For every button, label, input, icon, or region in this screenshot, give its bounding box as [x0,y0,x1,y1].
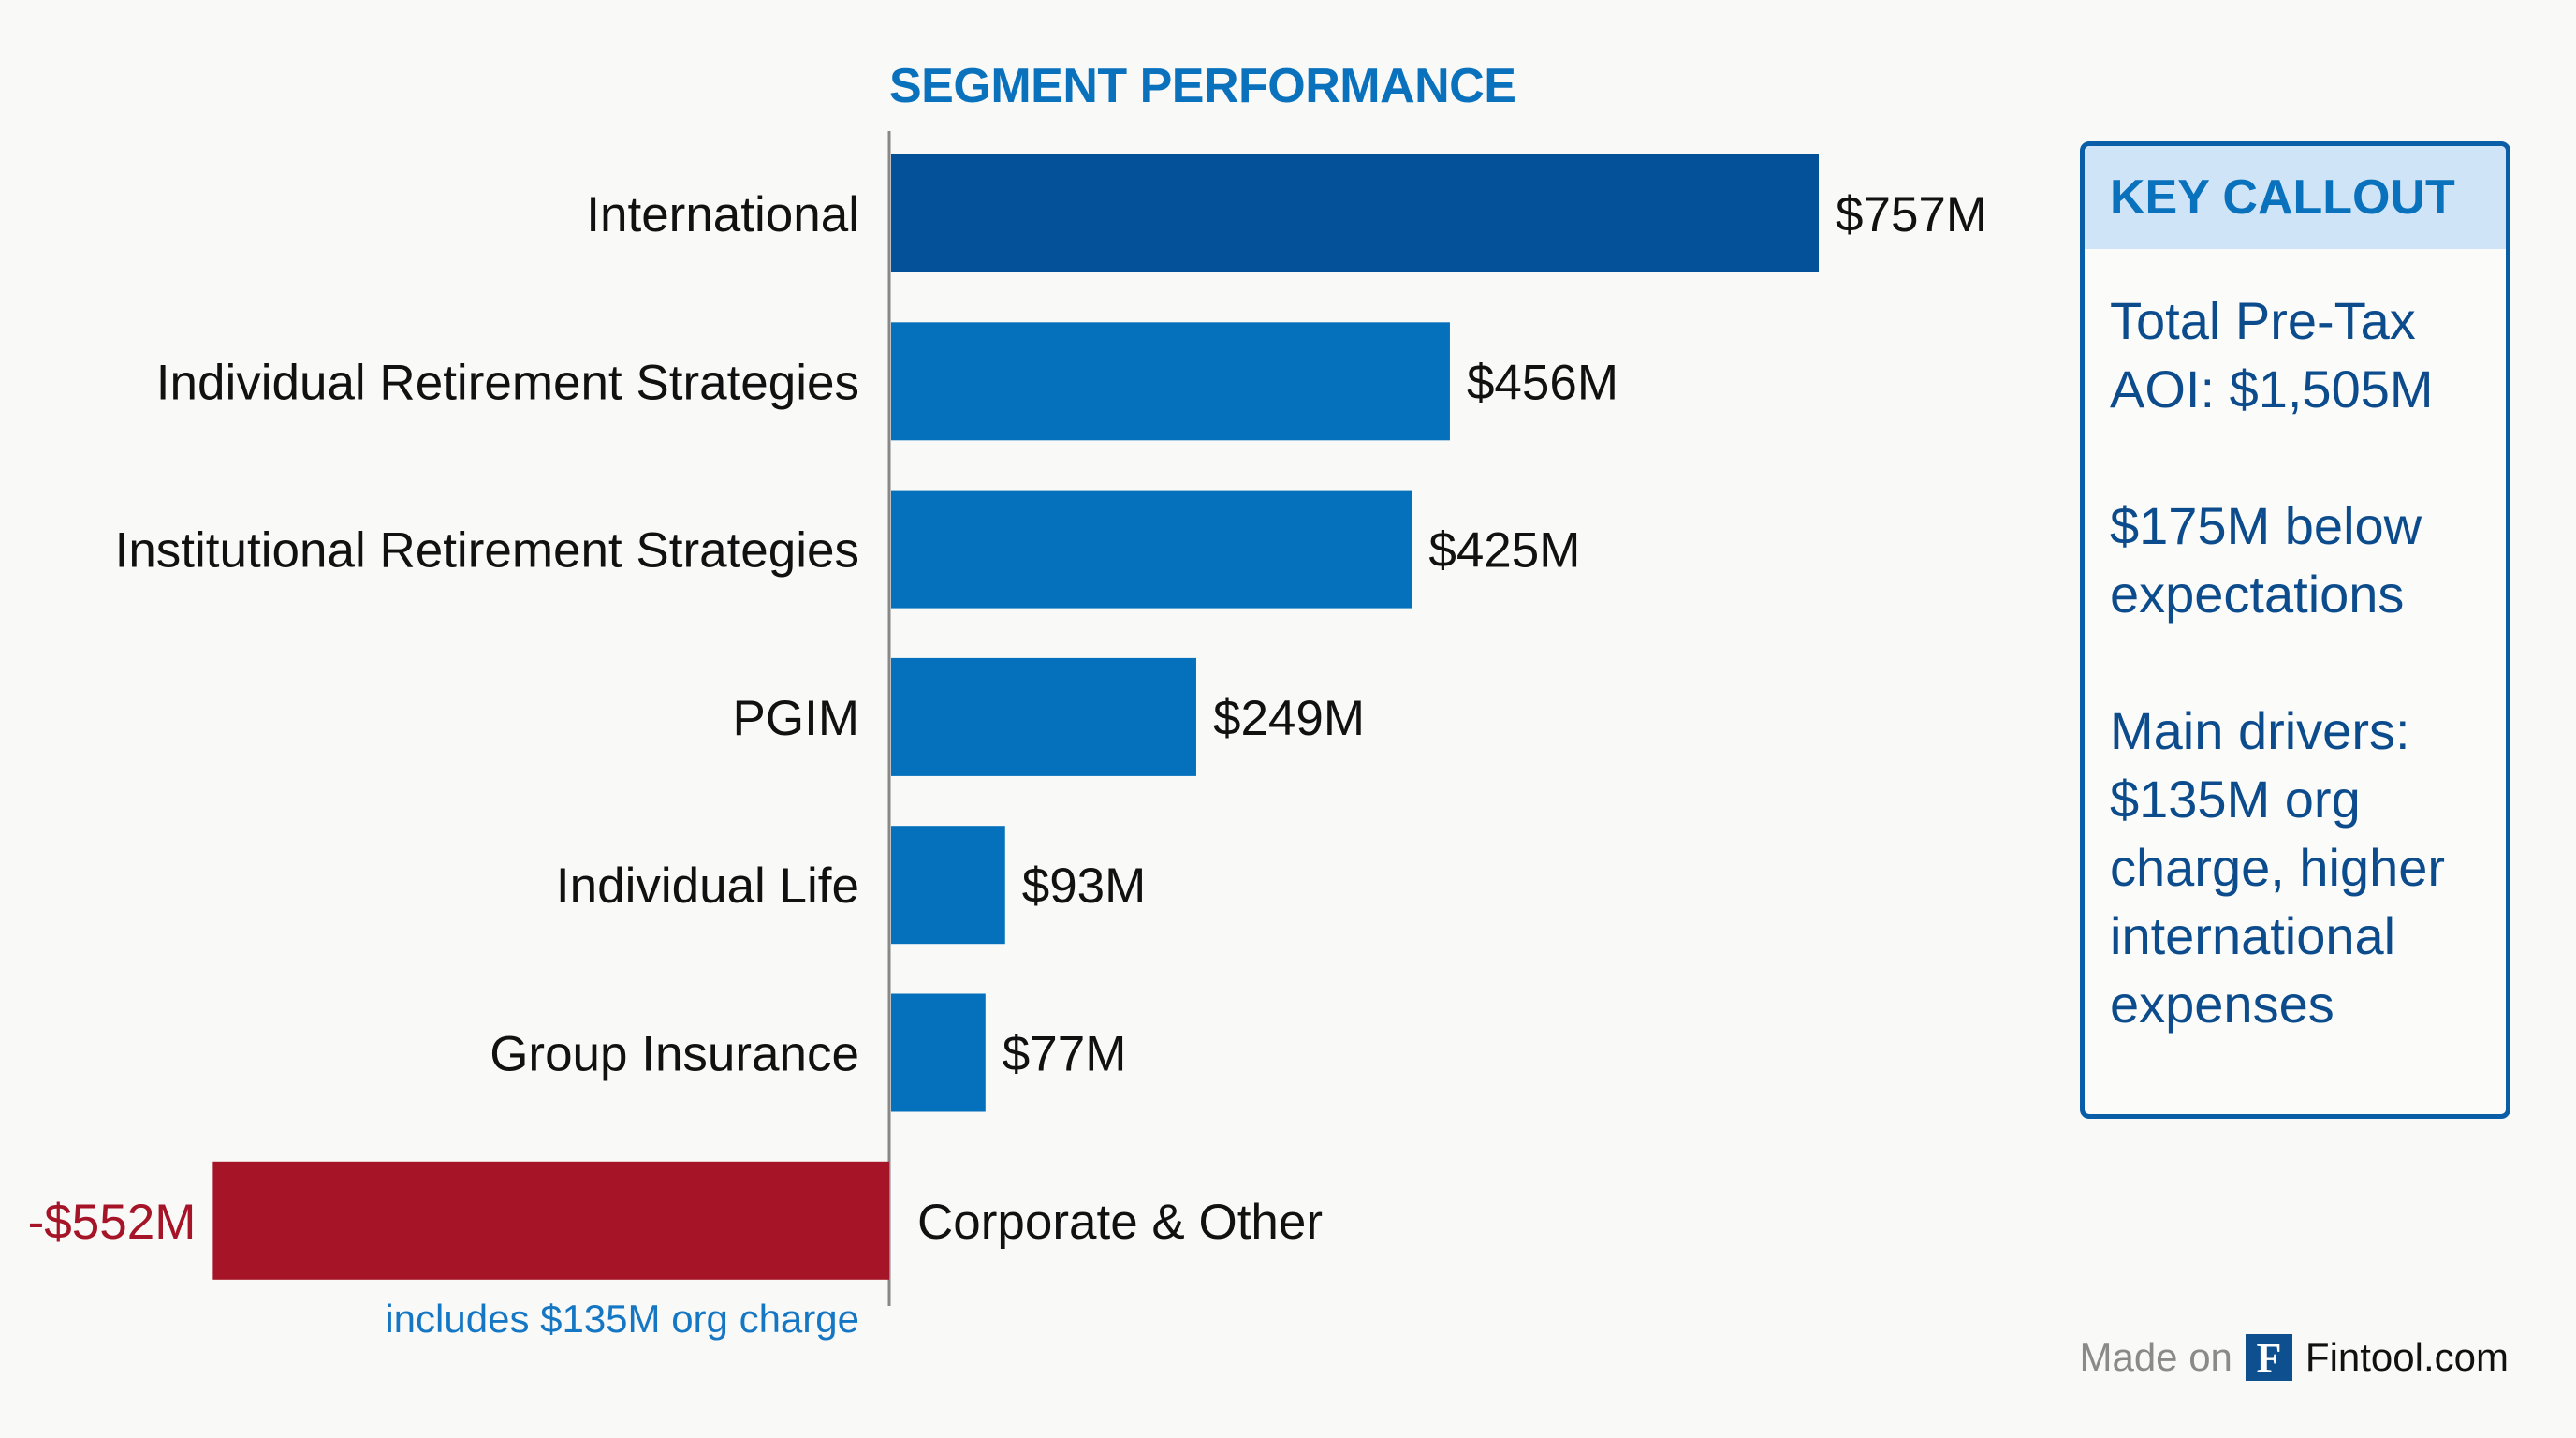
callout-title: KEY CALLOUT [2085,146,2506,249]
bar-0 [891,154,1819,272]
data-label: -$552M [28,1195,197,1250]
chart-title: SEGMENT PERFORMANCE [889,59,1516,113]
bar-6 [212,1161,890,1280]
data-label: $249M [1213,691,1365,746]
category-label: Individual Retirement Strategies [156,355,859,410]
category-label: International [586,187,859,242]
category-label: PGIM [733,691,859,746]
data-label: $757M [1836,187,1987,242]
bar-4 [891,826,1005,945]
bar-1 [891,322,1450,441]
category-label: Individual Life [556,858,859,914]
bar-5 [891,993,986,1112]
category-label: Group Insurance [490,1027,859,1082]
category-label: Institutional Retirement Strategies [115,523,859,579]
fintool-link[interactable]: Fintool.com [2305,1335,2509,1379]
callout-drivers: Main drivers: $135M org charge, higher i… [2110,701,2446,1034]
callout-total: Total Pre-Tax AOI: $1,505M [2110,291,2434,418]
annotation-note: includes $135M org charge [385,1297,859,1341]
segment-bar-chart: International $757M Individual Retirement … [28,131,1987,1341]
footer-attribution: Made on F Fintool.com [2079,1334,2509,1381]
data-label: $425M [1428,523,1580,579]
category-label: Corporate & Other [917,1195,1323,1250]
data-label: $77M [1003,1027,1127,1082]
fintool-logo-icon: F [2245,1334,2292,1381]
callout-variance: $175M below expectations [2110,496,2422,624]
data-label: $456M [1467,355,1618,410]
data-label: $93M [1022,858,1147,914]
key-callout-box: KEY CALLOUT Total Pre-Tax AOI: $1,505M $… [2080,141,2510,1119]
made-on-text: Made on [2079,1335,2232,1379]
bar-2 [891,490,1412,609]
bar-3 [891,657,1196,776]
